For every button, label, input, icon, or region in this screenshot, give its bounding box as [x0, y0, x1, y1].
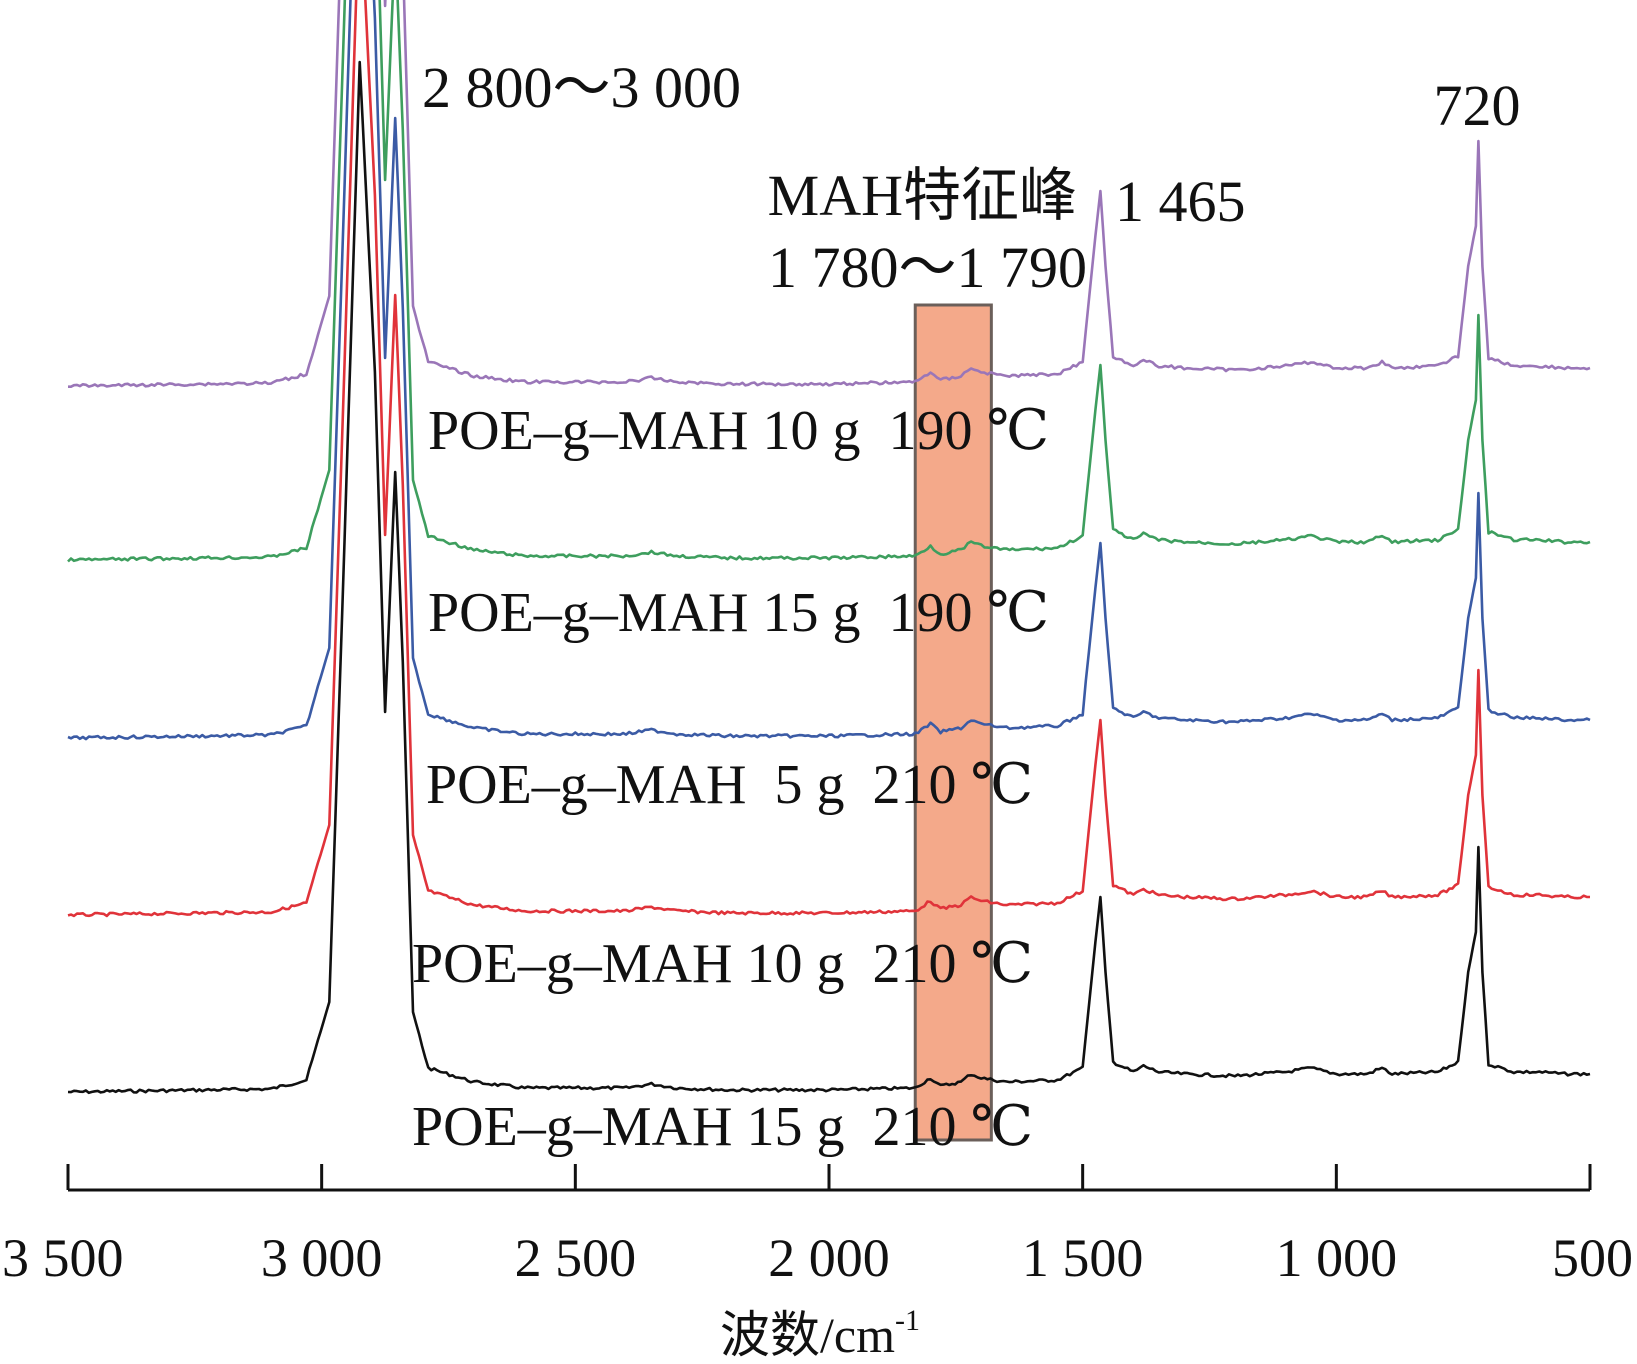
- x-axis-title: 波数/cm-1: [720, 1304, 920, 1363]
- annotation-720: 720: [1434, 73, 1521, 138]
- series-label-black: POE–g–MAH 15 g 210 ℃: [412, 1096, 1033, 1158]
- x-tick-label: 1 500: [1022, 1228, 1144, 1288]
- series-label-blue: POE–g–MAH 5 g 210 ℃: [426, 754, 1033, 816]
- x-tick-label: 1 000: [1276, 1228, 1398, 1288]
- series-line-0: [67, 60, 1591, 1095]
- series-label-red: POE–g–MAH 10 g 210 ℃: [412, 933, 1033, 995]
- x-axis-title-text: 波数/cm: [720, 1307, 895, 1363]
- band-label-line2: 1 780～1 790: [768, 235, 1087, 300]
- series-line-3: [67, 0, 1591, 563]
- band-label-line1: MAH特征峰: [768, 163, 1077, 228]
- series-line-2: [67, 0, 1591, 741]
- series-line-1: [67, 0, 1591, 918]
- series-line-4: [68, 0, 1591, 388]
- x-axis-title-superscript: -1: [895, 1304, 920, 1337]
- x-tick-label: 500: [1552, 1228, 1633, 1288]
- series-label-purple: POE–g–MAH 10 g 190 ℃: [428, 400, 1049, 462]
- annotation-1465: 1 465: [1115, 169, 1246, 234]
- x-tick-label: 3 500: [2, 1228, 124, 1288]
- annotation-ch-stretch: 2 800～3 000: [422, 55, 741, 120]
- x-tick-label: 3 000: [261, 1228, 383, 1288]
- x-tick-label: 2 500: [515, 1228, 637, 1288]
- series-label-green: POE–g–MAH 15 g 190 ℃: [428, 582, 1049, 644]
- x-tick-label: 2 000: [768, 1228, 890, 1288]
